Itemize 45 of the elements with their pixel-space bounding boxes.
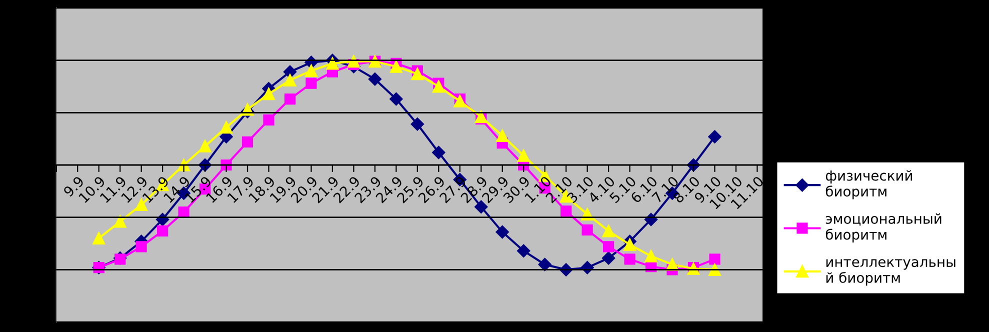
point (517, 149, 530, 162)
point (304, 64, 318, 78)
point (390, 92, 403, 106)
point (474, 110, 488, 124)
point (136, 241, 147, 252)
point (326, 57, 339, 70)
point (306, 78, 317, 89)
point (157, 225, 168, 237)
point (496, 129, 509, 142)
point (517, 244, 530, 258)
point (709, 254, 720, 265)
point (262, 88, 275, 100)
point (411, 68, 424, 80)
legend-label: интеллектуальный биоритм (826, 259, 956, 286)
point (560, 206, 572, 217)
point (178, 206, 190, 218)
point (432, 146, 446, 160)
point (624, 254, 636, 265)
point (432, 80, 445, 93)
point (624, 238, 636, 251)
point (582, 224, 593, 236)
point (284, 74, 296, 86)
point (263, 114, 274, 126)
point (284, 93, 296, 105)
point (644, 250, 658, 262)
point (496, 225, 509, 239)
legend-label: эмоциональный биоритм (826, 213, 942, 242)
point (368, 72, 382, 86)
point (220, 121, 233, 134)
legend-label: физический биоритм (826, 170, 912, 200)
point (538, 258, 552, 272)
point (602, 224, 615, 238)
point (410, 118, 424, 131)
point (454, 94, 466, 108)
point (708, 263, 721, 276)
point (92, 232, 106, 245)
point (347, 55, 360, 68)
point (602, 241, 614, 252)
point (198, 140, 212, 152)
point (114, 254, 126, 265)
point (602, 252, 616, 265)
point (708, 130, 722, 144)
point (242, 136, 254, 148)
point (114, 215, 126, 228)
point (390, 60, 402, 73)
